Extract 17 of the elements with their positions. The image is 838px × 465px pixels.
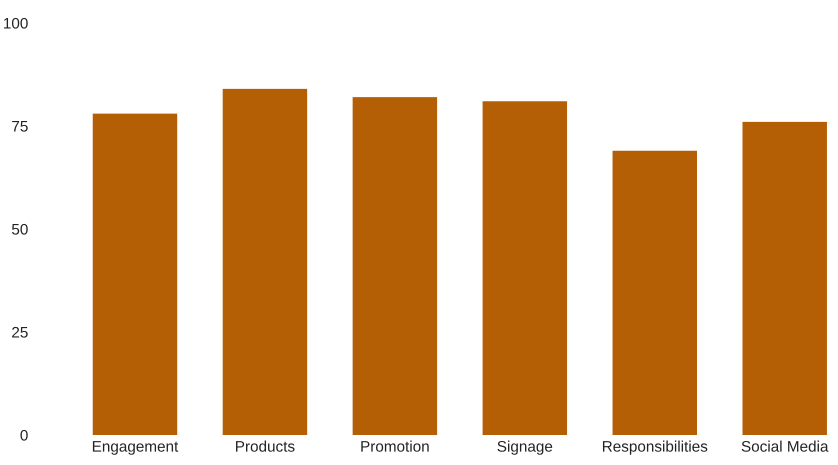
bar xyxy=(482,101,568,435)
x-tick-label: Engagement xyxy=(92,441,178,455)
bar xyxy=(92,114,178,435)
y-tick-label: 25 xyxy=(12,326,28,338)
x-tick-label: Social Media xyxy=(742,440,828,452)
y-tick-label: 0 xyxy=(20,430,28,441)
x-tick-label: Promotion xyxy=(361,440,429,452)
x-tick-label: Signage xyxy=(497,440,552,455)
y-tick-label: 100 xyxy=(4,18,28,29)
x-tick-label: Products xyxy=(236,440,295,452)
y-tick-label: 75 xyxy=(12,121,28,132)
y-tick-label: 50 xyxy=(12,224,28,235)
x-tick-label: Responsibilities xyxy=(602,440,708,455)
bar xyxy=(742,122,827,435)
bar xyxy=(352,97,438,435)
bar xyxy=(222,88,308,435)
bar xyxy=(612,150,698,435)
